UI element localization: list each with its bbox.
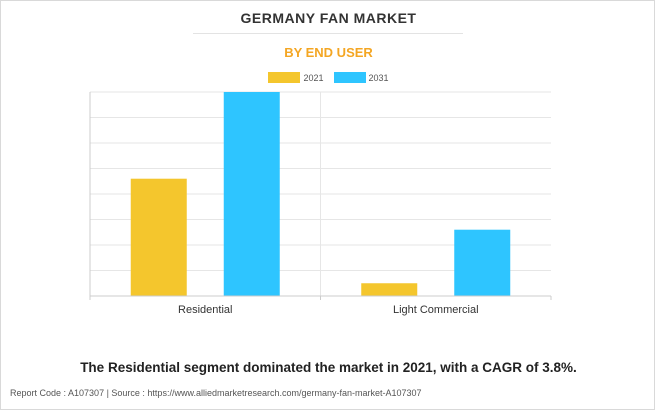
chart-caption: The Residential segment dominated the ma… bbox=[80, 360, 577, 375]
chart-subtitle: BY END USER bbox=[284, 45, 373, 60]
chart-title: GERMANY FAN MARKET bbox=[240, 10, 417, 26]
legend-swatch-2021 bbox=[268, 72, 301, 83]
bar-light-commercial-2031 bbox=[454, 229, 511, 296]
legend-label-2031: 2031 bbox=[368, 72, 389, 83]
chart-legend: 2021 2031 bbox=[0, 72, 657, 83]
report-footer: Report Code : A107307 | Source : https:/… bbox=[10, 388, 422, 398]
x-tick-label: Light Commercial bbox=[393, 304, 479, 316]
axes: Residential Light Commercial bbox=[89, 92, 552, 316]
legend-item-2021: 2021 bbox=[268, 72, 324, 83]
legend-label-2021: 2021 bbox=[303, 72, 324, 83]
legend-swatch-2031 bbox=[333, 72, 366, 83]
bar-light-commercial-2021 bbox=[361, 283, 418, 296]
bar-residential-2031 bbox=[223, 92, 280, 296]
legend-item-2031: 2031 bbox=[333, 72, 389, 83]
title-divider bbox=[193, 33, 463, 34]
bars bbox=[130, 92, 511, 296]
bar-residential-2021 bbox=[130, 178, 187, 296]
x-tick-label: Residential bbox=[178, 304, 232, 316]
